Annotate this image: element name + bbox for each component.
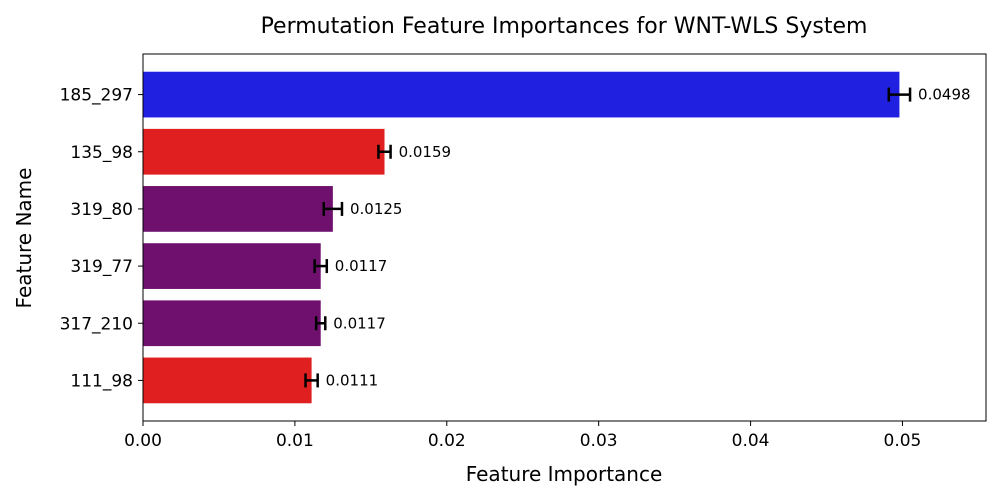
bar-317_210 xyxy=(143,300,321,347)
value-label-317_210: 0.0117 xyxy=(333,314,386,332)
y-tick-label-185_297: 185_297 xyxy=(60,86,133,106)
y-tick-label-319_77: 319_77 xyxy=(70,257,133,277)
error-bar-319_77 xyxy=(313,259,329,274)
error-bar-185_297 xyxy=(887,87,912,102)
chart-title: Permutation Feature Importances for WNT-… xyxy=(261,14,868,39)
error-bar-111_98 xyxy=(304,373,319,388)
x-tick-label-0.05: 0.05 xyxy=(884,431,922,451)
plot-frame xyxy=(142,53,987,422)
value-labels-group: 0.0498 0.0159 0.0125 0.0117 0.0117 0.0111 xyxy=(326,86,971,390)
bars-group xyxy=(143,71,900,404)
value-label-319_77: 0.0117 xyxy=(335,257,388,275)
y-axis-label: Feature Name xyxy=(12,168,36,309)
x-tick-label-0.03: 0.03 xyxy=(580,431,618,451)
y-tick-label-111_98: 111_98 xyxy=(70,371,133,391)
y-axis: 185_297 135_98 319_80 319_77 317_210 111_98 xyxy=(60,86,143,391)
x-tick-label-0.02: 0.02 xyxy=(428,431,466,451)
error-bars-group xyxy=(304,87,912,388)
y-tick-label-135_98: 135_98 xyxy=(70,143,133,163)
bar-319_77 xyxy=(143,243,321,289)
bar-111_98 xyxy=(143,357,312,404)
x-tick-label-0.01: 0.01 xyxy=(276,431,314,451)
y-tick-label-319_80: 319_80 xyxy=(70,200,133,220)
x-axis-label: Feature Importance xyxy=(466,462,663,486)
value-label-185_297: 0.0498 xyxy=(918,86,971,104)
bar-135_98 xyxy=(143,128,385,175)
y-tick-label-317_210: 317_210 xyxy=(60,314,133,334)
x-tick-label-0.00: 0.00 xyxy=(124,431,162,451)
value-label-111_98: 0.0111 xyxy=(326,371,379,389)
error-bar-135_98 xyxy=(377,144,392,159)
bar-185_297 xyxy=(143,71,900,118)
x-tick-label-0.04: 0.04 xyxy=(732,431,770,451)
bar-319_80 xyxy=(143,186,333,232)
value-label-319_80: 0.0125 xyxy=(350,200,403,218)
x-axis: 0.00 0.01 0.02 0.03 0.04 0.05 xyxy=(124,421,921,451)
error-bar-319_80 xyxy=(322,201,344,216)
error-bar-317_210 xyxy=(314,316,327,331)
value-label-135_98: 0.0159 xyxy=(399,143,452,161)
